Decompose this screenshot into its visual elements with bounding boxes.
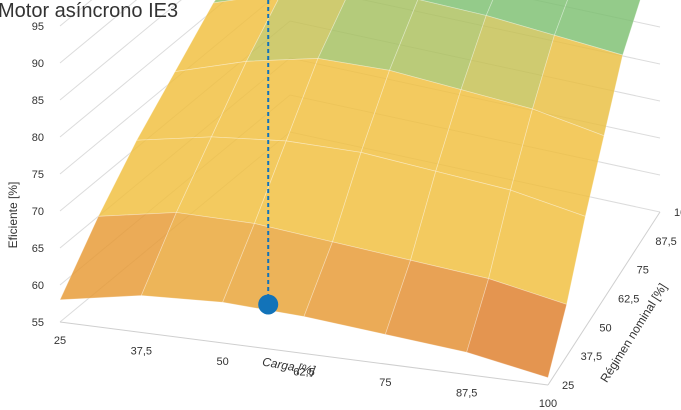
base-edge bbox=[59, 321, 549, 386]
y-tick-label: 87,5 bbox=[655, 236, 676, 248]
z-tick-label: 85 bbox=[32, 95, 44, 107]
surface-patch bbox=[510, 108, 605, 217]
y-tick-label: 50 bbox=[599, 322, 611, 334]
x-tick-label: 75 bbox=[379, 377, 391, 389]
x-tick-label: 100 bbox=[539, 398, 557, 410]
z-tick-label: 90 bbox=[32, 58, 44, 70]
surface-patch bbox=[245, 0, 346, 62]
x-axis-title: Carga [%] bbox=[261, 355, 317, 378]
y-tick-label: 100 bbox=[674, 207, 681, 219]
chart-title: Motor asíncrono IE3 bbox=[0, 0, 178, 22]
marker-point bbox=[258, 294, 279, 315]
surface-plot bbox=[59, 0, 641, 379]
y-tick-label: 37,5 bbox=[581, 351, 602, 363]
z-axis-title: Eficiente [%] bbox=[6, 182, 20, 249]
x-tick-label: 25 bbox=[54, 335, 66, 347]
x-tick-label: 62,5 bbox=[293, 367, 314, 379]
x-tick-label: 50 bbox=[217, 356, 229, 368]
surface-patch bbox=[466, 278, 568, 379]
y-tick-label: 62,5 bbox=[618, 294, 639, 306]
z-tick-label: 65 bbox=[32, 243, 44, 255]
z-tick-label: 80 bbox=[32, 132, 44, 144]
y-tick-label: 25 bbox=[562, 380, 574, 392]
surface-patch bbox=[485, 0, 569, 36]
z-tick-label: 75 bbox=[32, 169, 44, 181]
z-tick-label: 60 bbox=[32, 280, 44, 292]
x-tick-label: 87,5 bbox=[456, 388, 477, 400]
z-tick-label: 95 bbox=[32, 21, 44, 33]
z-tick-label: 70 bbox=[32, 206, 44, 218]
x-tick-label: 37,5 bbox=[131, 346, 152, 358]
marker-layer bbox=[258, 0, 279, 315]
surface-patch bbox=[532, 34, 624, 137]
surface-patch bbox=[553, 0, 641, 56]
z-tick-label: 55 bbox=[32, 317, 44, 329]
base-edge bbox=[547, 211, 661, 386]
z-gridline bbox=[59, 0, 182, 101]
y-tick-label: 75 bbox=[637, 265, 649, 277]
tick-labels: 55 60 65 70 75 80 85 90 95 25 37,5 50 62,5 75 87,5 100 2… bbox=[32, 21, 681, 410]
